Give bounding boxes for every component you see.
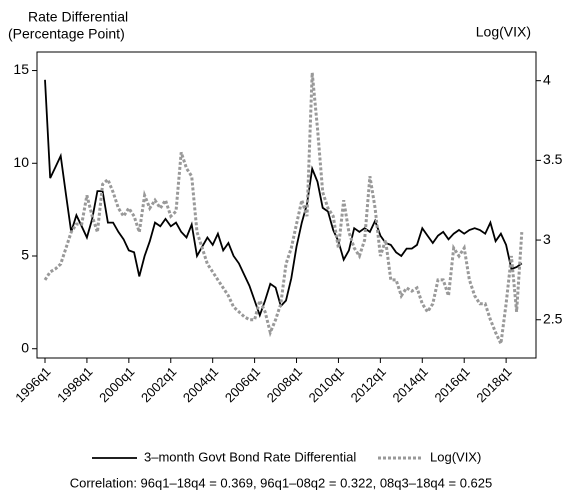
y2-tick-label: 3 <box>543 231 551 247</box>
y-tick-label: 15 <box>13 61 29 77</box>
annotation: Correlation: 96q1–18q4 = 0.369, 96q1–08q… <box>70 475 493 490</box>
x-tick-label: 2004q1 <box>180 364 221 405</box>
x-tick-label: 2014q1 <box>390 364 431 405</box>
x-tick-label: 2010q1 <box>306 364 347 405</box>
x-tick-label: 2018q1 <box>473 364 514 405</box>
x-tick-label: 2008q1 <box>264 364 305 405</box>
x-tick-label: 1996q1 <box>12 364 53 405</box>
y2-tick-label: 4 <box>543 71 551 87</box>
y-tick-label: 5 <box>21 247 29 263</box>
series-line <box>44 79 523 318</box>
legend-label: 3–month Govt Bond Rate Differential <box>144 449 356 464</box>
y-tick-label: 10 <box>13 154 29 170</box>
x-tick-label: 2006q1 <box>222 364 263 405</box>
x-tick-label: 2000q1 <box>96 364 137 405</box>
x-tick-label: 2012q1 <box>348 364 389 405</box>
plot-frame <box>36 51 537 359</box>
y2-tick-label: 3.5 <box>543 151 562 167</box>
y-tick-label: 0 <box>21 339 29 355</box>
y2-axis-label: Log(VIX) <box>476 24 531 40</box>
y-axis-label: (Percentage Point) <box>8 26 125 42</box>
legend-label: Log(VIX) <box>430 449 481 464</box>
x-tick-label: 1998q1 <box>54 364 95 405</box>
x-tick-label: 2016q1 <box>431 364 472 405</box>
y-axis-label: Rate Differential <box>28 9 128 25</box>
y2-tick-label: 2.5 <box>543 310 562 326</box>
x-tick-label: 2002q1 <box>138 364 179 405</box>
series-line <box>43 72 524 349</box>
